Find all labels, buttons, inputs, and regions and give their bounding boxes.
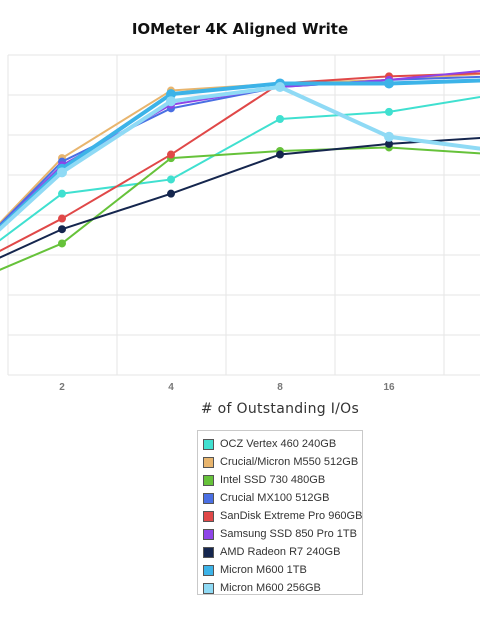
legend-swatch bbox=[203, 582, 214, 594]
series-ocz-vertex-460-240gb bbox=[0, 96, 480, 242]
data-point bbox=[166, 96, 176, 107]
series-line bbox=[0, 75, 480, 226]
series-sandisk-extreme-pro-960gb bbox=[0, 72, 480, 253]
legend-item: OCZ Vertex 460 240GB bbox=[198, 435, 362, 453]
series-line bbox=[0, 72, 480, 253]
series-samsung-ssd-850-pro-1tb bbox=[0, 69, 480, 228]
data-point bbox=[385, 107, 393, 116]
legend-swatch bbox=[203, 474, 214, 486]
series-crucial-mx100-512gb bbox=[0, 75, 480, 226]
chart-grid bbox=[7, 54, 480, 376]
legend-item: SanDisk Extreme Pro 960GB bbox=[198, 507, 362, 525]
series-crucial-micron-m550-512gb bbox=[0, 72, 480, 225]
legend-label: Crucial/Micron M550 512GB bbox=[220, 456, 359, 468]
x-tick-label: 8 bbox=[277, 382, 283, 393]
legend-label: AMD Radeon R7 240GB bbox=[220, 546, 341, 558]
legend-label: OCZ Vertex 460 240GB bbox=[220, 438, 337, 450]
data-point bbox=[166, 89, 176, 100]
data-point bbox=[384, 131, 394, 142]
series-line bbox=[0, 78, 480, 231]
legend-label: Intel SSD 730 480GB bbox=[220, 474, 326, 486]
data-point bbox=[276, 115, 284, 123]
series-micron-m600-1tb bbox=[0, 78, 480, 231]
data-point bbox=[167, 175, 175, 184]
x-axis-label: # of Outstanding I/Os bbox=[200, 401, 360, 417]
legend-swatch bbox=[203, 528, 214, 540]
data-point bbox=[167, 189, 175, 198]
data-point bbox=[276, 150, 284, 159]
legend-item: Crucial MX100 512GB bbox=[198, 489, 362, 507]
legend-item: Samsung SSD 850 Pro 1TB bbox=[198, 525, 362, 543]
data-point bbox=[275, 82, 285, 92]
legend-label: Crucial MX100 512GB bbox=[220, 492, 330, 504]
legend-label: Micron M600 256GB bbox=[220, 582, 321, 594]
x-tick-label: 2 bbox=[59, 382, 65, 393]
series-line bbox=[0, 136, 480, 259]
series-amd-radeon-r7-240gb bbox=[0, 136, 480, 259]
data-point bbox=[58, 214, 66, 223]
legend-label: Samsung SSD 850 Pro 1TB bbox=[220, 528, 357, 540]
data-point bbox=[385, 139, 393, 148]
x-axis-ticks: 2 4 8 16 bbox=[59, 382, 395, 393]
legend-label: Micron M600 1TB bbox=[220, 564, 307, 576]
legend-item: Micron M600 256GB bbox=[198, 579, 362, 597]
series-line bbox=[0, 146, 480, 271]
series-line bbox=[0, 96, 480, 242]
legend-swatch bbox=[203, 438, 214, 450]
chart-legend: OCZ Vertex 460 240GB Crucial/Micron M550 … bbox=[197, 430, 363, 595]
legend-swatch bbox=[203, 456, 214, 468]
data-point bbox=[167, 150, 175, 159]
series-line bbox=[0, 85, 480, 232]
series-micron-m600-256gb bbox=[0, 82, 480, 232]
x-tick-label: 16 bbox=[383, 382, 395, 393]
legend-swatch bbox=[203, 492, 214, 504]
legend-item: AMD Radeon R7 240GB bbox=[198, 543, 362, 561]
legend-swatch bbox=[203, 510, 214, 522]
data-point bbox=[58, 189, 66, 198]
x-tick-label: 4 bbox=[168, 382, 174, 393]
legend-item: Micron M600 1TB bbox=[198, 561, 362, 579]
legend-item: Crucial/Micron M550 512GB bbox=[198, 453, 362, 471]
data-point bbox=[57, 167, 67, 178]
data-point bbox=[58, 225, 66, 234]
legend-item: Intel SSD 730 480GB bbox=[198, 471, 362, 489]
legend-label: SanDisk Extreme Pro 960GB bbox=[220, 510, 363, 522]
chart-title: IOMeter 4K Aligned Write bbox=[131, 20, 349, 38]
chart-series bbox=[0, 69, 480, 271]
data-point bbox=[384, 78, 394, 89]
series-line bbox=[0, 72, 480, 225]
legend-swatch bbox=[203, 564, 214, 576]
legend-swatch bbox=[203, 546, 214, 558]
series-line bbox=[0, 69, 480, 228]
data-point bbox=[58, 239, 66, 248]
